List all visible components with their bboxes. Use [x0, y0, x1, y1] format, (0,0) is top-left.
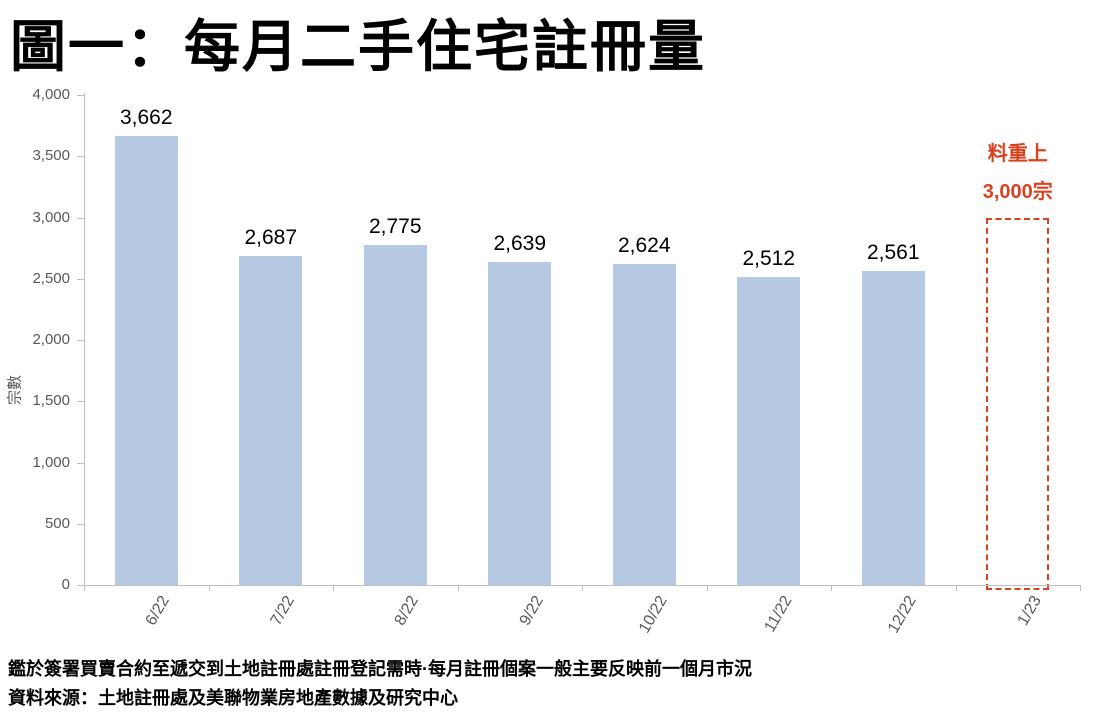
x-tick-label: 1/23	[1014, 593, 1045, 629]
plot-area: 宗數 料重上 3,000宗 4,000 3,500 3,000 2,500 2,000 1…	[0, 85, 1103, 660]
x-tick-mark	[706, 586, 708, 591]
y-tick-mark	[77, 585, 84, 586]
bar	[363, 245, 427, 585]
x-tick-mark	[955, 586, 957, 591]
y-tick-label: 1,000	[32, 453, 70, 471]
x-tick-mark	[831, 586, 832, 591]
y-tick-label: 4,000	[32, 86, 70, 103]
x-tick-mark	[582, 586, 583, 591]
bar-value-label: 2,561	[866, 241, 920, 265]
x-tick-label: 12/22	[885, 593, 920, 637]
bar	[114, 136, 178, 585]
x-tick-mark	[457, 586, 459, 591]
y-tick-label: 3,000	[32, 208, 70, 226]
x-tick-mark	[1080, 586, 1081, 591]
y-tick-label: 3,500	[32, 147, 70, 165]
bar-value-label: 2,512	[742, 247, 796, 271]
y-tick-label: 500	[44, 514, 70, 532]
bar-value-label: 2,624	[617, 233, 671, 257]
bar	[737, 277, 801, 585]
y-tick-mark	[77, 401, 84, 403]
bar	[612, 263, 676, 585]
x-tick-label: 10/22	[636, 593, 671, 637]
y-tick-mark	[77, 523, 84, 525]
y-tick-mark	[77, 278, 84, 280]
y-tick-label: 0	[61, 576, 70, 593]
x-tick-label: 6/22	[142, 593, 173, 629]
x-tick-mark	[333, 586, 334, 591]
y-axis-line	[84, 93, 85, 586]
forecast-annotation-line2: 3,000宗	[982, 180, 1053, 203]
y-tick-label: 2,500	[32, 269, 70, 287]
y-tick-mark	[77, 217, 84, 219]
bar	[488, 261, 552, 585]
bar	[239, 255, 303, 585]
y-tick-label: 2,000	[32, 331, 70, 348]
y-tick-mark	[77, 340, 84, 341]
y-tick-mark	[77, 156, 84, 158]
bar	[861, 271, 925, 585]
forecast-dashed-box	[986, 217, 1050, 590]
y-tick-label: 1,500	[32, 392, 70, 410]
forecast-annotation-line1: 料重上	[987, 142, 1048, 165]
bar-value-label: 2,687	[244, 225, 298, 249]
chart-source: 資料來源：土地註冊處及美聯物業房地產數據及研究中心	[8, 688, 458, 708]
x-tick-mark	[208, 586, 210, 591]
x-axis-line	[84, 585, 1081, 586]
x-tick-label: 7/22	[267, 593, 298, 629]
y-tick-mark	[77, 462, 84, 464]
chart-title: 圖一：每月二手住宅註冊量	[10, 15, 706, 78]
x-tick-label: 9/22	[516, 593, 547, 629]
bar-value-label: 3,662	[119, 106, 173, 130]
bar-value-label: 2,775	[368, 215, 422, 239]
x-tick-label: 11/22	[761, 593, 796, 636]
x-tick-mark	[84, 586, 85, 591]
y-tick-mark	[77, 95, 84, 96]
chart-footnote: 鑑於簽署買賣合約至遞交到土地註冊處註冊登記需時·每月註冊個案一般主要反映前一個月…	[8, 659, 752, 679]
bar-value-label: 2,639	[493, 231, 547, 255]
x-tick-label: 8/22	[391, 593, 422, 629]
